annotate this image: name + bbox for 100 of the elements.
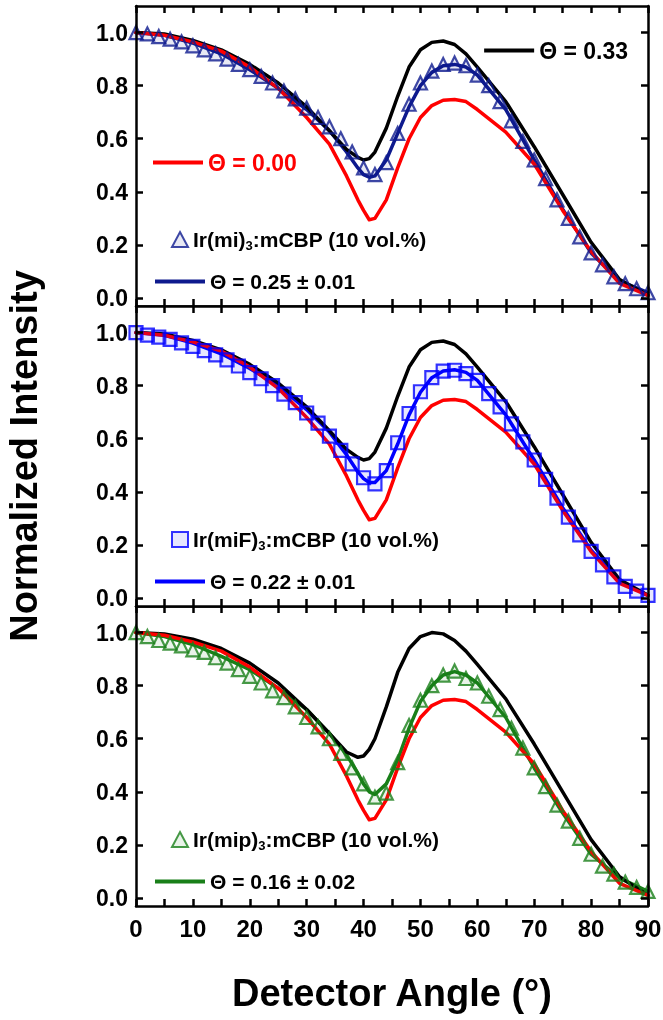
y-tick-label: 1.0 <box>96 19 128 46</box>
point <box>333 745 349 761</box>
x-tick-label: 20 <box>236 914 264 942</box>
point <box>446 663 463 679</box>
point <box>344 456 360 472</box>
point <box>242 62 258 78</box>
point <box>617 276 633 292</box>
point <box>333 442 349 459</box>
point <box>310 415 326 431</box>
point <box>264 75 281 91</box>
point <box>572 527 588 543</box>
point <box>469 372 485 388</box>
y-tick-label: 0.4 <box>96 778 129 805</box>
x-tick-label: 90 <box>634 914 662 942</box>
point <box>253 675 269 691</box>
point <box>481 386 497 402</box>
point <box>321 428 338 444</box>
point <box>549 192 565 208</box>
x-tick-label: 10 <box>179 914 207 942</box>
point <box>378 155 394 171</box>
point <box>469 67 485 83</box>
point <box>549 490 565 506</box>
y-tick-label: 0.6 <box>96 125 128 152</box>
point <box>378 463 394 479</box>
point <box>355 776 372 792</box>
point <box>276 689 292 706</box>
point <box>208 46 224 62</box>
point <box>492 701 508 718</box>
point <box>208 650 224 666</box>
point <box>310 719 326 735</box>
point <box>151 28 167 45</box>
y-tick-label: 0.8 <box>96 72 129 99</box>
y-tick-label: 0.2 <box>96 531 128 558</box>
point <box>469 675 485 691</box>
x-tick-label: 60 <box>463 914 491 942</box>
point <box>139 26 155 42</box>
point <box>560 210 576 226</box>
point <box>185 642 201 658</box>
y-tick-label: 0.0 <box>96 585 128 612</box>
y-tick-label: 0.6 <box>96 725 128 752</box>
point <box>401 717 417 734</box>
y-tick-label: 0.6 <box>96 425 128 452</box>
point <box>185 38 201 54</box>
point <box>344 144 360 160</box>
point <box>526 152 542 168</box>
y-axis-title: Normalized Intensity <box>3 270 45 642</box>
point <box>299 709 315 726</box>
point <box>446 55 463 71</box>
point <box>321 119 338 135</box>
point <box>219 655 235 671</box>
point <box>594 257 611 273</box>
x-tick-label: 40 <box>350 914 377 942</box>
y-tick-label: 1.0 <box>96 319 128 346</box>
point <box>629 879 645 896</box>
point <box>173 34 190 50</box>
point <box>458 670 474 687</box>
point <box>583 245 599 261</box>
x-axis-title: Detector Angle (°) <box>232 972 552 1014</box>
point <box>503 416 520 432</box>
point <box>503 720 520 736</box>
point <box>230 358 246 374</box>
point <box>458 366 474 382</box>
point <box>606 269 622 285</box>
point <box>424 678 440 694</box>
point <box>538 471 554 487</box>
point <box>139 628 155 645</box>
point <box>572 830 588 846</box>
point <box>538 778 554 795</box>
point <box>219 352 235 368</box>
y-tick-label: 0.0 <box>96 885 128 912</box>
point <box>606 569 622 585</box>
x-tick-label: 50 <box>407 914 434 942</box>
point <box>162 31 178 47</box>
point <box>401 96 417 112</box>
y-tick-label: 0.0 <box>96 285 128 312</box>
point <box>606 866 622 882</box>
point <box>299 100 315 116</box>
point <box>276 83 292 99</box>
point <box>617 874 633 890</box>
point <box>583 543 599 559</box>
legend-label: Θ = 0.16 ± 0.02 <box>210 870 356 893</box>
point <box>333 131 349 147</box>
y-tick-label: 0.4 <box>96 478 129 505</box>
point <box>276 386 292 402</box>
point <box>321 731 338 747</box>
point <box>492 399 508 415</box>
point <box>515 434 531 450</box>
x-tick-label: 80 <box>577 914 605 942</box>
y-tick-label: 0.2 <box>96 831 128 858</box>
point <box>594 858 611 874</box>
y-tick-label: 0.8 <box>96 372 129 399</box>
point <box>219 51 235 67</box>
point <box>412 384 429 400</box>
legend-label: Θ = 0.33 <box>539 37 629 64</box>
point <box>435 667 451 683</box>
legend-label: Θ = 0.22 ± 0.01 <box>210 570 356 593</box>
y-tick-label: 0.4 <box>96 178 129 205</box>
point <box>264 683 281 699</box>
y-tick-label: 0.8 <box>96 672 129 699</box>
point <box>503 113 520 129</box>
